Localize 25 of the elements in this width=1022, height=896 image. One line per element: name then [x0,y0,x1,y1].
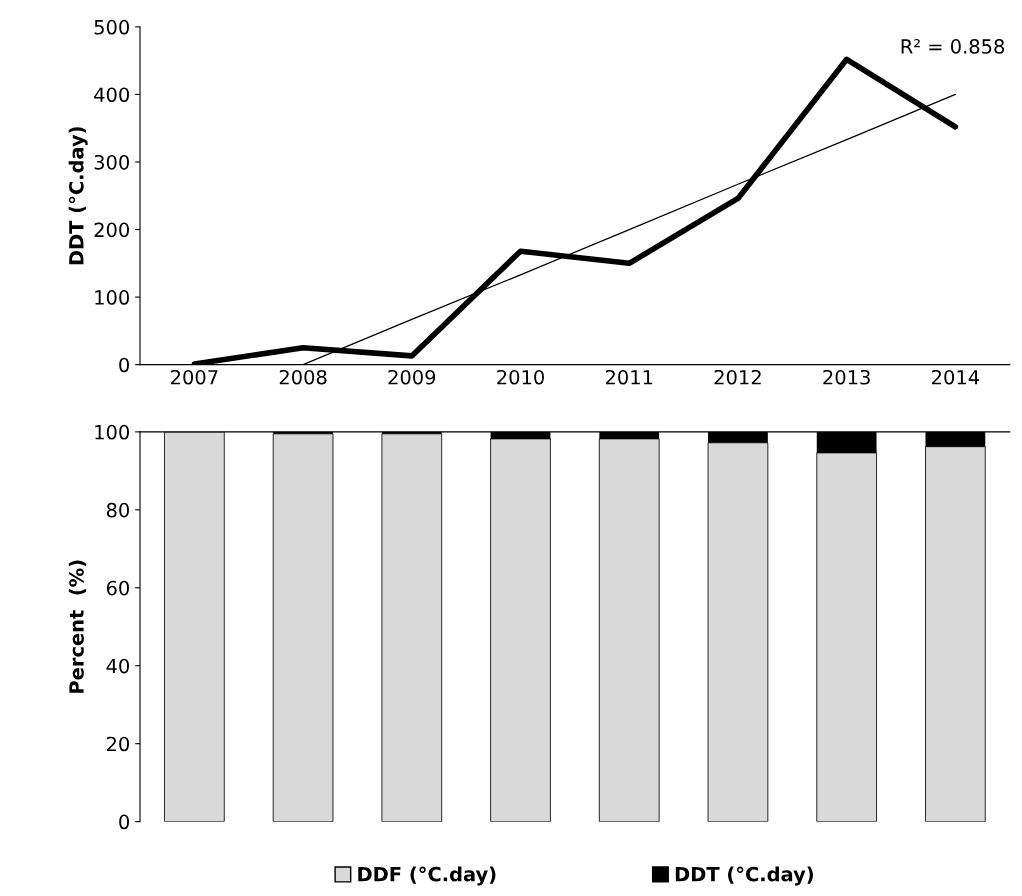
y-tick-label: 20 [106,736,129,752]
y-tick-label: 0 [119,814,129,830]
y-tick-label: 400 [94,87,129,103]
y-tick-label: 100 [95,424,129,440]
x-tick-label: 2013 [823,369,870,385]
x-tick-label: 2014 [932,369,980,385]
y-tick-label: 300 [94,154,129,170]
legend-label: DDT (°C.day) [675,866,813,886]
y-tick-label: 500 [94,19,129,35]
x-tick-label: 2007 [171,369,218,385]
x-tick-label: 2010 [497,369,544,385]
y-tick-label: 40 [106,658,129,674]
x-tick-label: 2008 [279,369,327,385]
y-tick-label: 80 [106,502,129,518]
x-tick-label: 2009 [388,369,436,385]
y-tick-label: 100 [95,290,129,305]
y-tick-label: 200 [94,222,129,238]
annotation: R² = 0.858 [901,39,1005,54]
y-axis-title: DDT (°C.day) [68,127,88,265]
y-tick-label: 60 [106,580,129,596]
legend-label: DDF (°C.day) [358,866,496,886]
y-axis-title: Percent (%) [68,560,87,693]
x-tick-label: 2011 [605,369,653,385]
y-tick-label: 0 [119,357,129,373]
x-tick-label: 2012 [714,369,761,385]
